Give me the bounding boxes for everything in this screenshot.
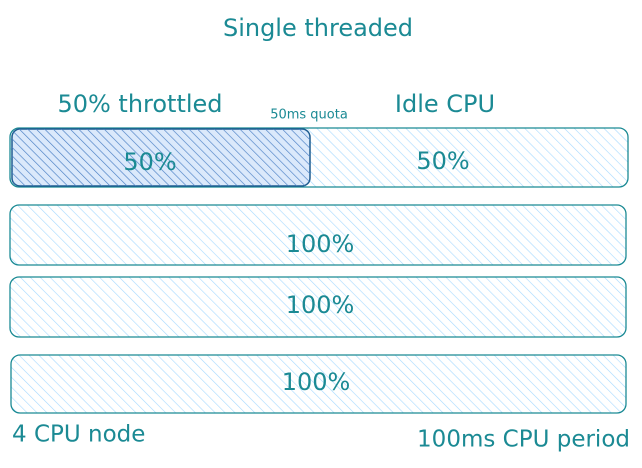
cpu-bar (9, 276, 627, 338)
segment-label: 100% (286, 291, 355, 319)
cpu-bar (9, 204, 627, 266)
segment-label: 50% (123, 148, 176, 176)
title: Single threaded (223, 14, 413, 42)
segment-label: 100% (282, 368, 351, 396)
cpu-bar (10, 354, 627, 414)
segment-caption: Idle CPU (395, 90, 495, 118)
quota-marker: 50ms quota (270, 108, 348, 123)
segment-caption: 50% throttled (57, 90, 222, 118)
footer-left: 4 CPU node (12, 422, 145, 448)
throttled-hatch (12, 129, 310, 186)
segment-label: 50% (416, 147, 469, 175)
segment-label: 100% (286, 230, 355, 258)
footer-right: 100ms CPU period (417, 427, 630, 453)
